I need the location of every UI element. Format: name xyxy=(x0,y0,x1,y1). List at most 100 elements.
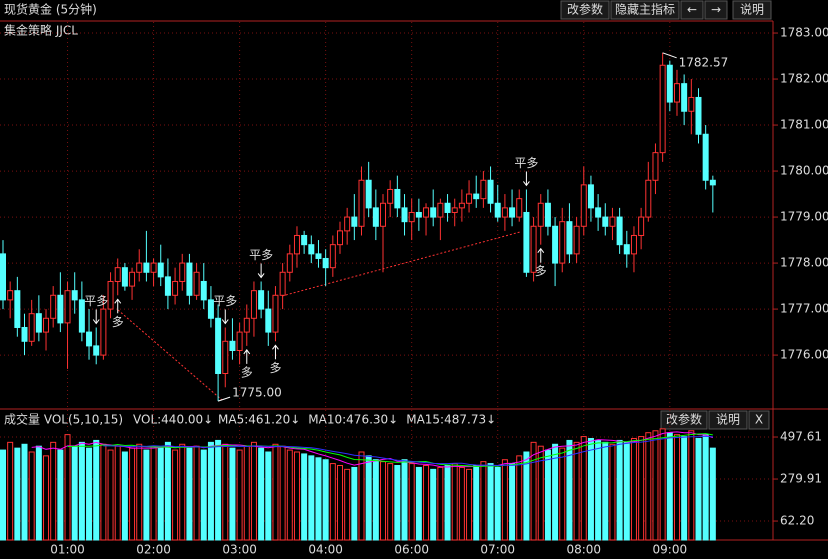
y-tick-label: 497.61 xyxy=(780,430,822,444)
volume-bar xyxy=(487,463,494,541)
button[interactable] xyxy=(660,410,708,430)
volume-bar xyxy=(709,447,716,541)
y-tick-label: 1778.00 xyxy=(780,256,828,270)
signal-arrow-head xyxy=(243,349,251,355)
y-tick-label: 1782.00 xyxy=(780,72,828,86)
volume-bar xyxy=(401,459,408,541)
candle-body xyxy=(509,207,516,218)
candle-body xyxy=(523,211,530,273)
volume-bar xyxy=(609,443,616,541)
volume-bar xyxy=(179,443,186,541)
volume-bar xyxy=(193,445,200,541)
candle-body xyxy=(344,216,351,232)
candle-body xyxy=(444,202,451,213)
volume-bar xyxy=(293,451,300,541)
volume-bar xyxy=(559,447,566,541)
candle-body xyxy=(709,179,716,186)
volume-bar xyxy=(423,465,430,541)
button[interactable] xyxy=(748,410,770,430)
candle-body xyxy=(645,179,652,218)
candle-body xyxy=(86,331,93,347)
candle-body xyxy=(14,290,21,328)
candle-body xyxy=(301,234,308,246)
candle-body xyxy=(100,308,107,356)
button[interactable] xyxy=(704,0,728,20)
volume-bar xyxy=(272,443,279,541)
candle-body xyxy=(329,244,336,269)
button[interactable] xyxy=(732,0,772,20)
volume-bar xyxy=(64,434,71,541)
volume-bar xyxy=(408,463,415,541)
volume-bar xyxy=(473,465,480,541)
volume-bar xyxy=(480,461,487,541)
button-label[interactable]: X xyxy=(755,413,763,427)
candle-body xyxy=(380,202,387,227)
candle-body xyxy=(695,96,702,135)
volume-bar xyxy=(365,455,372,541)
trend-line xyxy=(281,231,521,297)
volume-bar xyxy=(57,449,64,541)
trend-line xyxy=(117,309,223,401)
volume-bar xyxy=(645,432,652,541)
button-label[interactable]: 改参数 xyxy=(666,412,702,427)
signal-arrow-head xyxy=(257,273,265,279)
candle-body xyxy=(573,225,580,255)
candle-body xyxy=(28,313,35,342)
candle-body xyxy=(157,262,164,278)
button-label[interactable]: 改参数 xyxy=(567,2,603,17)
volume-bar xyxy=(458,466,465,541)
candle-body xyxy=(681,83,688,112)
signal-label: 平多 xyxy=(514,156,538,170)
volume-bar xyxy=(344,468,351,541)
volume-bar xyxy=(659,428,666,541)
volume-bar xyxy=(236,449,243,541)
volume-bar xyxy=(86,447,93,541)
candle-body xyxy=(501,207,508,218)
volume-bar xyxy=(50,441,57,541)
candle-body xyxy=(638,216,645,236)
candle-body xyxy=(308,244,315,255)
candle-body xyxy=(164,276,171,296)
candle-body xyxy=(236,331,243,351)
volume-bar xyxy=(372,459,379,541)
candle-body xyxy=(430,207,437,218)
button[interactable] xyxy=(708,410,748,430)
candle-body xyxy=(57,294,64,324)
candle-body xyxy=(602,216,609,227)
volume-bar xyxy=(544,449,551,541)
button-label[interactable]: 说明 xyxy=(716,412,740,427)
y-tick-label: 1781.00 xyxy=(780,118,828,132)
signal-label: 多 xyxy=(241,365,253,379)
button[interactable] xyxy=(680,0,704,20)
volume-bar xyxy=(129,447,136,541)
volume-bar xyxy=(7,441,14,541)
signal-arrow-head xyxy=(92,319,100,325)
button-label[interactable]: 隐藏主指标 xyxy=(615,2,675,17)
candle-body xyxy=(544,202,551,227)
candle-body xyxy=(623,244,630,255)
volume-bar xyxy=(172,449,179,541)
volume-bar xyxy=(114,445,121,541)
button-label[interactable]: ← xyxy=(687,3,697,17)
candle-body xyxy=(630,234,637,255)
volume-bar xyxy=(143,449,150,541)
x-tick-label: 08:00 xyxy=(566,543,601,557)
button[interactable] xyxy=(610,0,680,20)
candle-body xyxy=(258,290,265,310)
signal-label: 平多 xyxy=(84,294,108,308)
candle-body xyxy=(293,234,300,255)
candle-body xyxy=(50,294,57,319)
signal-label: 多 xyxy=(269,361,281,375)
ma-label: MA10:476.30↓ xyxy=(308,413,398,427)
candle-body xyxy=(616,216,623,246)
candle-body xyxy=(358,179,365,227)
volume-bar xyxy=(150,445,157,541)
candle-body xyxy=(315,253,322,259)
volume-bar xyxy=(336,465,343,541)
candle-body xyxy=(688,96,695,112)
volume-bar xyxy=(21,443,28,541)
candle-body xyxy=(408,211,415,223)
button-label[interactable]: → xyxy=(711,3,721,17)
button[interactable] xyxy=(560,0,610,20)
button-label[interactable]: 说明 xyxy=(740,2,764,17)
